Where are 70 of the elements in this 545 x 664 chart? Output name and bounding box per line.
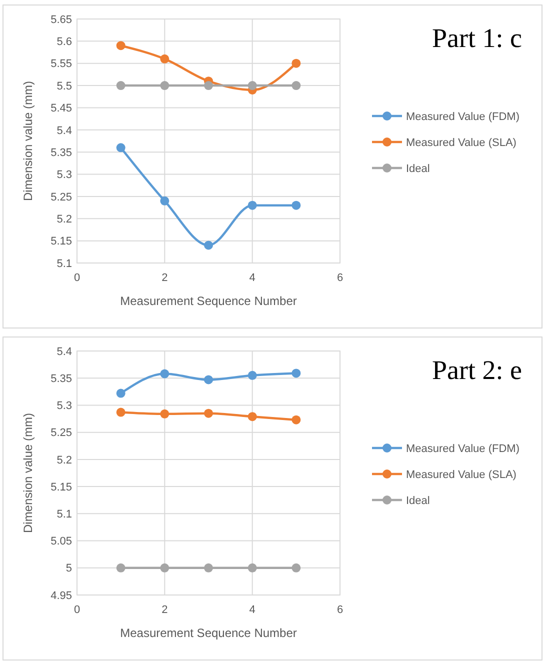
point <box>292 81 301 90</box>
legend-label: Measured Value (FDM) <box>406 110 520 123</box>
y-tick-label: 5.65 <box>50 14 72 26</box>
point <box>248 563 257 572</box>
point <box>160 369 170 378</box>
point <box>248 412 257 422</box>
point <box>160 563 170 572</box>
legend-label: Ideal <box>406 162 430 175</box>
y-tick-label: 5.4 <box>56 346 72 358</box>
legend-label: Measured Value (FDM) <box>406 442 520 455</box>
y-tick-label: 5.5 <box>56 80 72 92</box>
point <box>292 415 301 424</box>
point <box>204 408 213 418</box>
point <box>248 81 257 90</box>
point <box>204 563 213 572</box>
y-tick-label: 5.05 <box>50 536 72 548</box>
point <box>292 563 301 572</box>
y-tick-label: 5.3 <box>56 400 72 412</box>
y-tick-label: 5 <box>66 562 72 575</box>
y-tick-label: 5.15 <box>50 236 72 248</box>
y-tick-label: 5.3 <box>56 169 72 182</box>
point <box>204 240 213 250</box>
y-tick-label: 5.15 <box>50 481 72 494</box>
point <box>204 81 213 90</box>
x-axis-title: Measurement Sequence Number <box>120 626 297 640</box>
y-tick-label: 5.35 <box>50 146 72 159</box>
point <box>116 563 126 572</box>
y-tick-label: 5.2 <box>56 213 72 226</box>
x-tick-label: 4 <box>249 272 256 284</box>
point <box>116 41 126 50</box>
point <box>160 54 170 64</box>
point <box>160 81 170 90</box>
text: Part 2: e <box>432 355 522 385</box>
legend-label: Ideal <box>406 494 430 507</box>
point <box>248 370 257 380</box>
x-tick-label: 4 <box>249 604 256 616</box>
x-tick-label: 0 <box>74 604 80 616</box>
x-axis-title: Measurement Sequence Number <box>120 294 297 308</box>
point <box>116 408 126 417</box>
x-tick-label: 6 <box>336 604 344 616</box>
y-tick-label: 5.35 <box>50 372 72 385</box>
y-tick-label: 5.1 <box>56 508 72 521</box>
y-tick-label: 5.55 <box>50 58 72 70</box>
text: Part 1: c <box>432 23 522 53</box>
y-axis-title: Dimension value (mm) <box>21 80 35 202</box>
y-axis-title: Dimension value (mm) <box>21 412 35 534</box>
y-tick-label: 5.6 <box>56 36 72 48</box>
point <box>248 200 257 210</box>
point <box>292 200 301 210</box>
x-tick-label: 0 <box>74 272 80 284</box>
point <box>116 388 126 398</box>
legend-label: Measured Value (SLA) <box>406 136 516 149</box>
point <box>160 409 170 418</box>
point <box>160 196 170 206</box>
point <box>292 368 301 378</box>
point <box>204 375 213 384</box>
y-tick-label: 5.25 <box>50 191 72 204</box>
y-tick-label: 5.45 <box>50 102 72 115</box>
point <box>116 143 126 152</box>
y-tick-label: 5.25 <box>50 427 72 440</box>
x-tick-label: 6 <box>336 272 344 284</box>
y-tick-label: 5.4 <box>56 124 72 137</box>
legend-label: Measured Value (SLA) <box>406 468 516 481</box>
y-tick-label: 5.1 <box>56 258 72 270</box>
x-tick-label: 2 <box>162 604 168 616</box>
point <box>292 58 301 68</box>
point <box>116 81 126 90</box>
y-tick-label: 4.95 <box>50 590 72 602</box>
y-tick-label: 5.2 <box>56 454 72 466</box>
x-tick-label: 2 <box>162 272 168 284</box>
